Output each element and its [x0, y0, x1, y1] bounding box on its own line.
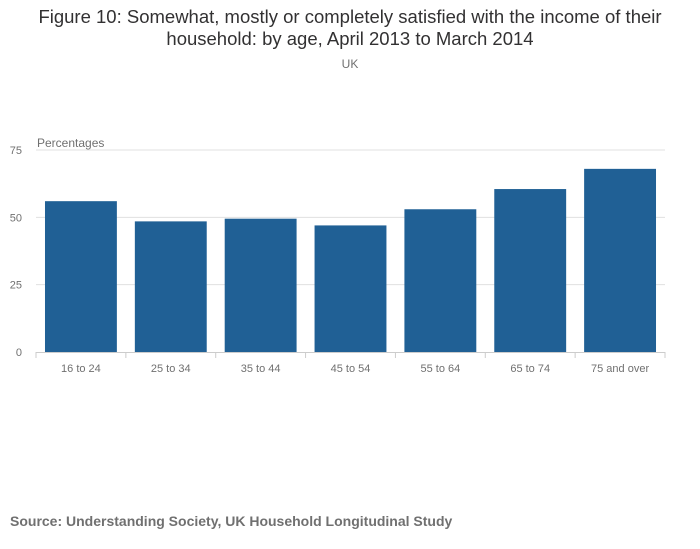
- y-tick-label: 75: [10, 145, 22, 157]
- x-tick-label: 35 to 44: [241, 363, 281, 375]
- source-note: Source: Understanding Society, UK Househ…: [10, 513, 453, 529]
- bar[interactable]: [404, 209, 477, 352]
- bar[interactable]: [224, 218, 297, 352]
- x-tick-label: 75 and over: [591, 363, 649, 375]
- x-tick-label: 16 to 24: [61, 363, 101, 375]
- x-tick-label: 55 to 64: [420, 363, 460, 375]
- bar[interactable]: [494, 189, 567, 352]
- bar[interactable]: [134, 221, 207, 352]
- bar[interactable]: [314, 225, 387, 352]
- x-tick-label: 45 to 54: [331, 363, 371, 375]
- y-tick-label: 25: [10, 280, 22, 292]
- x-tick-label: 65 to 74: [510, 363, 550, 375]
- y-tick-label: 50: [10, 212, 22, 224]
- bar[interactable]: [584, 168, 657, 352]
- chart-subtitle: UK: [341, 57, 359, 71]
- y-tick-label: 0: [16, 347, 22, 359]
- chart-title: Figure 10: Somewhat, mostly or completel…: [38, 6, 662, 49]
- x-tick-label: 25 to 34: [151, 363, 191, 375]
- bar[interactable]: [44, 201, 117, 352]
- y-axis-label: Percentages: [37, 136, 104, 150]
